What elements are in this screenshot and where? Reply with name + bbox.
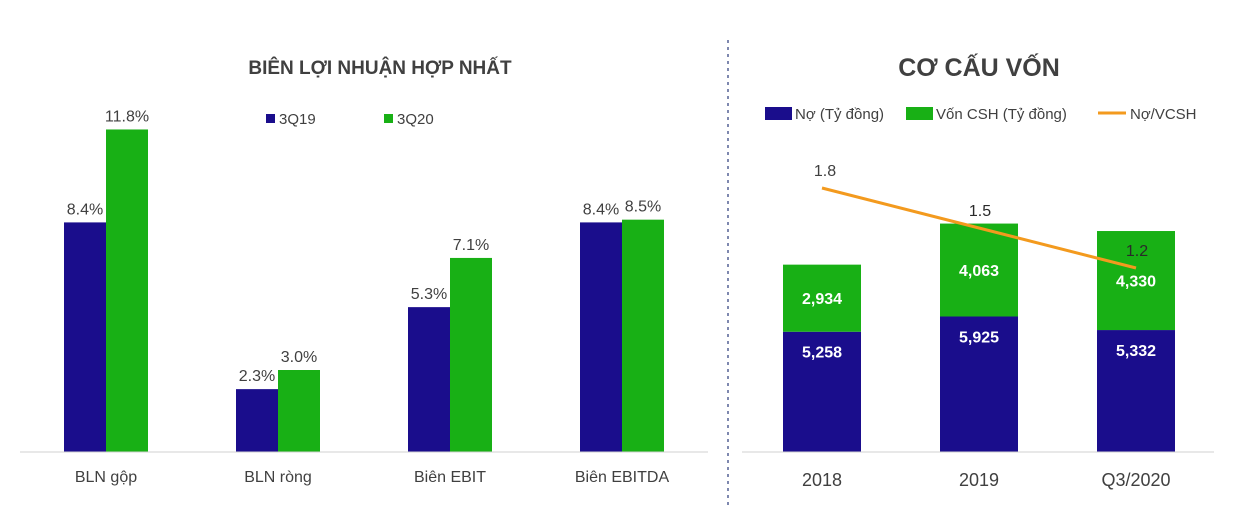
bar-3Q20-0 (106, 129, 148, 452)
legend-swatch-3Q20 (384, 114, 393, 123)
x-tick-label: Biên EBITDA (575, 469, 670, 486)
legend-label: Vốn CSH (Tỷ đồng) (936, 106, 1067, 123)
bar-debt-2 (1097, 330, 1175, 452)
bar-3Q20-1 (278, 370, 320, 452)
legend-swatch-debt (765, 107, 792, 120)
ratio-label: 1.8 (814, 163, 836, 180)
data-label: 2.3% (239, 368, 275, 385)
data-label: 5.3% (411, 286, 447, 303)
legend-label: 3Q19 (279, 111, 316, 128)
bar-3Q19-0 (64, 222, 106, 452)
x-tick-label: BLN ròng (244, 469, 312, 486)
capital-structure-chart: CƠ CẤU VỐN Nợ (Tỷ đồng) Vốn CSH (Tỷ đồng) N… (742, 52, 1214, 490)
x-tick-label: Biên EBIT (414, 469, 486, 486)
data-label: 8.4% (67, 201, 103, 218)
x-tick-label: Q3/2020 (1101, 470, 1170, 490)
bar-3Q19-3 (580, 222, 622, 452)
data-label: 8.4% (583, 201, 619, 218)
chart-title: CƠ CẤU VỐN (898, 52, 1060, 82)
margin-chart: BIÊN LỢI NHUẬN HỢP NHẤT 3Q19 3Q20 8.4% 11.8%… (20, 57, 708, 486)
bar-3Q20-2 (450, 257, 492, 452)
data-label: 2,934 (802, 291, 842, 308)
x-tick-label: 2019 (959, 470, 999, 490)
x-tick-label: 2018 (802, 470, 842, 490)
x-tick-label: BLN gộp (75, 469, 137, 486)
data-label: 11.8% (105, 108, 149, 125)
data-label: 8.5% (625, 199, 661, 216)
ratio-line (821, 186, 1137, 270)
ratio-label: 1.2 (1126, 243, 1148, 260)
bar-debt-1 (940, 316, 1018, 452)
ratio-label: 1.5 (969, 203, 991, 220)
legend-label: 3Q20 (397, 111, 434, 128)
bar-equity-1 (940, 223, 1018, 317)
data-label: 5,332 (1116, 343, 1156, 360)
data-label: 5,925 (959, 329, 999, 346)
bar-3Q20-3 (622, 219, 664, 452)
bar-3Q19-2 (408, 307, 450, 452)
data-label: 5,258 (802, 345, 842, 362)
bar-3Q19-1 (236, 389, 278, 452)
data-label: 4,330 (1116, 274, 1156, 291)
bar-debt-0 (783, 331, 861, 452)
data-label: 4,063 (959, 263, 999, 280)
bar-equity-0 (783, 264, 861, 332)
bar-equity-2 (1097, 231, 1175, 331)
chart-title: BIÊN LỢI NHUẬN HỢP NHẤT (248, 57, 512, 79)
data-label: 3.0% (281, 349, 317, 366)
legend-label: Nợ/VCSH (1130, 106, 1197, 123)
legend-swatch-3Q19 (266, 114, 275, 123)
data-label: 7.1% (453, 237, 489, 254)
legend-label: Nợ (Tỷ đồng) (795, 106, 884, 123)
legend-swatch-equity (906, 107, 933, 120)
